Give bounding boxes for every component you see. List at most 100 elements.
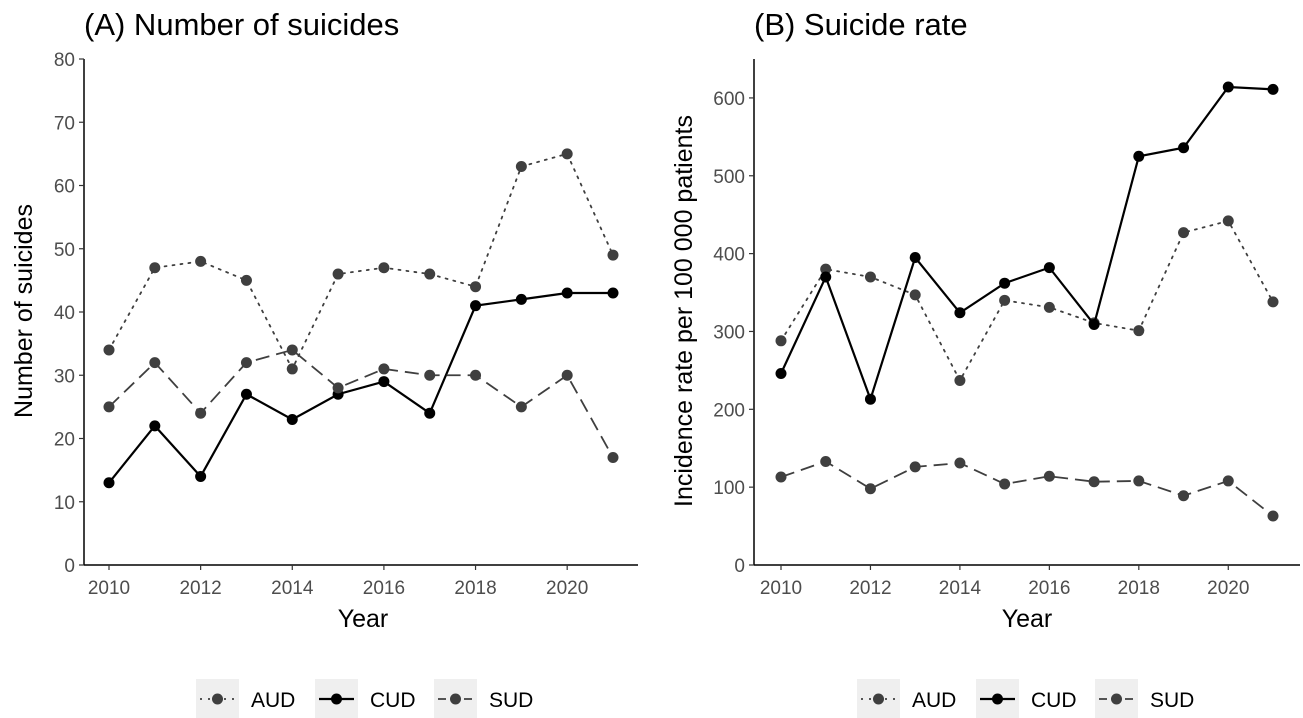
y-tick-label: 0 (64, 556, 75, 577)
data-point (1133, 325, 1145, 337)
data-point (954, 307, 966, 319)
legend-item-cud: CUD (976, 679, 1077, 718)
data-point (864, 271, 876, 283)
data-point (332, 268, 344, 280)
data-point (909, 252, 921, 264)
legend-marker (212, 693, 223, 705)
data-point (954, 457, 966, 469)
series-cud (775, 81, 1279, 405)
x-tick-label: 2012 (179, 578, 221, 599)
legend-label: CUD (370, 689, 416, 712)
series-sud (103, 344, 619, 463)
y-tick-label: 600 (713, 89, 745, 110)
data-point (149, 262, 161, 274)
data-point (607, 249, 619, 261)
data-point (820, 271, 832, 283)
data-point (332, 382, 344, 394)
legend-item-sud: SUD (434, 679, 533, 718)
legend-label: AUD (912, 689, 956, 712)
series-line-aud (780, 219, 1274, 383)
panel-a-plot: 0 10 20 30 40 50 60 70 80 2010 2012 2014 2016 2018 202… (54, 50, 638, 718)
x-tick-label: 2020 (1207, 578, 1249, 599)
data-point (1178, 142, 1190, 154)
panel-b: (B) Suicide rate Year Incidence rate per… (670, 7, 1052, 633)
y-tick-label: 60 (54, 177, 75, 198)
data-point (1133, 150, 1145, 162)
data-point (240, 388, 252, 400)
y-tick-label: 50 (54, 240, 75, 261)
data-point (103, 401, 115, 413)
legend-label: SUD (1150, 689, 1194, 712)
data-point (470, 281, 482, 293)
legend-marker (450, 693, 461, 705)
data-point (195, 255, 207, 267)
data-point (149, 420, 161, 432)
data-point (775, 335, 787, 347)
y-tick-label: 0 (734, 556, 745, 577)
series-line-sud (108, 348, 614, 458)
data-point (424, 407, 436, 419)
x-tick-label: 2012 (849, 578, 891, 599)
data-point (240, 274, 252, 286)
data-point (195, 407, 207, 419)
data-point (470, 369, 482, 381)
data-point (561, 369, 573, 381)
data-point (378, 262, 390, 274)
data-point (424, 369, 436, 381)
data-point (1267, 510, 1279, 522)
y-tick-label: 300 (713, 322, 745, 343)
panel-a: (A) Number of suicides Year Number of su… (10, 7, 399, 633)
data-point (515, 401, 527, 413)
legend-item-aud: AUD (857, 679, 956, 718)
series-line-aud (108, 152, 614, 371)
y-tick-label: 100 (713, 478, 745, 499)
legend-marker (992, 693, 1003, 705)
legend-label: AUD (251, 689, 295, 712)
data-point (515, 293, 527, 305)
data-point (999, 294, 1011, 306)
data-point (1178, 490, 1190, 502)
data-point (378, 363, 390, 375)
data-point (1222, 475, 1234, 487)
series-line-cud (108, 291, 613, 484)
legend-marker (331, 693, 342, 705)
panel-b-title: (B) Suicide rate (754, 7, 968, 42)
legend-item-aud: AUD (196, 679, 295, 718)
data-point (103, 344, 115, 356)
x-tick-label: 2018 (454, 578, 496, 599)
panel-b-y-axis-title: Incidence rate per 100 000 patients (670, 115, 698, 507)
panel-a-title: (A) Number of suicides (84, 7, 399, 42)
data-point (1133, 475, 1145, 487)
panel-b-legend: AUD CUD SUD (857, 679, 1194, 718)
data-point (1267, 83, 1279, 95)
data-point (286, 363, 298, 375)
data-point (820, 455, 832, 467)
data-point (607, 287, 619, 299)
chart-plots: 0 10 20 30 40 50 60 70 80 2010 2012 2014 2016 2018 202… (54, 50, 1300, 718)
data-point (1043, 470, 1055, 482)
data-point (424, 268, 436, 280)
y-tick-label: 40 (54, 303, 75, 324)
y-tick-label: 20 (54, 430, 75, 451)
data-point (103, 477, 115, 489)
data-point (1088, 476, 1100, 488)
data-point (286, 344, 298, 356)
data-point (864, 483, 876, 495)
data-point (1222, 81, 1234, 93)
y-tick-label: 500 (713, 167, 745, 188)
data-point (240, 357, 252, 369)
data-point (1088, 318, 1100, 330)
y-tick-label: 200 (713, 400, 745, 421)
y-tick-label: 70 (54, 113, 75, 134)
data-point (1043, 262, 1055, 274)
y-tick-label: 30 (54, 366, 75, 387)
data-point (1178, 227, 1190, 239)
series-sud (775, 455, 1279, 522)
series-aud (103, 148, 619, 375)
series-line-sud (780, 460, 1274, 517)
legend-item-sud: SUD (1095, 679, 1194, 718)
data-point (954, 375, 966, 387)
data-point (820, 263, 832, 275)
data-point (999, 277, 1011, 289)
